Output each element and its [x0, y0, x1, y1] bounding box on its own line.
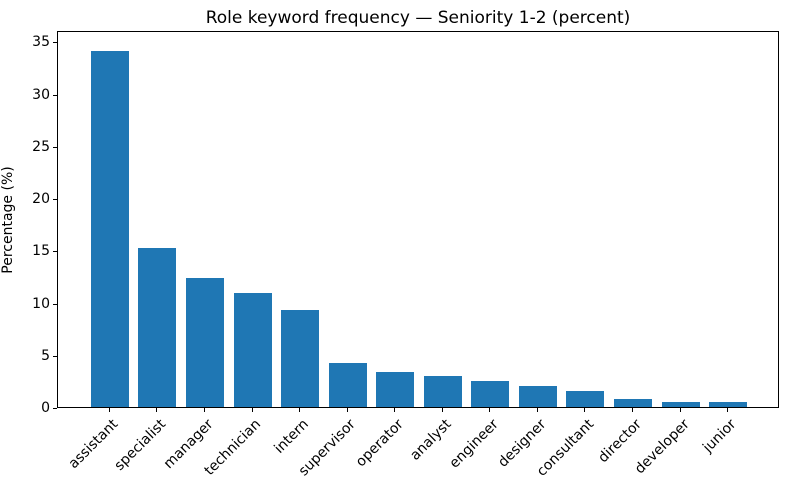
x-tick-label-director: director	[594, 416, 645, 467]
y-tick-label: 20	[32, 191, 50, 208]
bar-operator	[376, 371, 415, 407]
bar-supervisor	[328, 363, 367, 407]
bar-manager	[185, 277, 224, 407]
bar-consultant	[566, 391, 605, 407]
x-tick-label-engineer: engineer	[446, 416, 502, 472]
x-tick-label-intern: intern	[271, 416, 312, 457]
x-tick-mark	[441, 408, 443, 412]
x-tick-mark	[632, 408, 634, 412]
x-tick-mark	[679, 408, 681, 412]
y-tick-label: 5	[41, 347, 50, 364]
y-tick-mark	[53, 199, 57, 201]
bar-director	[614, 398, 653, 407]
x-tick-mark	[489, 408, 491, 412]
x-tick-mark	[108, 408, 110, 412]
y-tick-mark	[53, 94, 57, 96]
bar-designer	[518, 386, 557, 407]
y-tick-mark	[53, 355, 57, 357]
x-tick-label-junior: junior	[700, 416, 740, 456]
y-tick-label: 25	[32, 138, 50, 155]
plot-area	[57, 31, 779, 408]
y-tick-mark	[53, 146, 57, 148]
y-tick-label: 30	[32, 86, 50, 103]
bar-junior	[709, 401, 748, 407]
y-axis-label: Percentage (%)	[0, 166, 16, 274]
x-tick-mark	[251, 408, 253, 412]
y-tick-label: 15	[32, 243, 50, 260]
x-tick-mark	[727, 408, 729, 412]
y-tick-label: 35	[32, 34, 50, 51]
y-tick-mark	[53, 303, 57, 305]
x-tick-mark	[203, 408, 205, 412]
bar-analyst	[423, 375, 462, 407]
y-tick-mark	[53, 408, 57, 409]
y-tick-mark	[53, 42, 57, 44]
x-tick-mark	[394, 408, 396, 412]
bar-intern	[281, 309, 320, 407]
x-tick-label-operator: operator	[352, 416, 407, 471]
bar-engineer	[471, 380, 510, 407]
bar-developer	[661, 401, 700, 407]
y-tick-label: 10	[32, 295, 50, 312]
bar-assistant	[90, 50, 129, 407]
y-tick-label: 0	[41, 400, 50, 416]
chart-title: Role keyword frequency — Seniority 1-2 (…	[205, 8, 631, 28]
x-tick-mark	[156, 408, 158, 412]
x-tick-mark	[346, 408, 348, 412]
y-tick-mark	[53, 251, 57, 253]
x-tick-mark	[536, 408, 538, 412]
bar-specialist	[138, 248, 177, 407]
x-tick-label-analyst: analyst	[407, 416, 455, 464]
bar-technician	[233, 293, 272, 407]
x-tick-mark	[299, 408, 301, 412]
x-tick-mark	[584, 408, 586, 412]
